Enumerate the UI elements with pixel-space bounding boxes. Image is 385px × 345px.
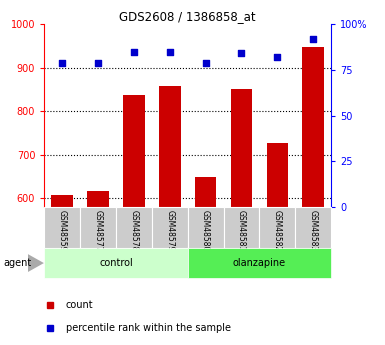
Bar xyxy=(159,86,181,207)
Bar xyxy=(224,207,259,248)
Text: GSM48581: GSM48581 xyxy=(237,210,246,251)
Text: count: count xyxy=(66,299,94,309)
Point xyxy=(167,49,173,54)
Bar xyxy=(231,89,252,207)
Point xyxy=(59,60,65,65)
Text: GSM48577: GSM48577 xyxy=(94,210,102,252)
Point xyxy=(203,60,209,65)
Text: GSM48559: GSM48559 xyxy=(58,210,67,252)
Text: GSM48578: GSM48578 xyxy=(129,210,139,251)
Point xyxy=(131,49,137,54)
Bar xyxy=(188,207,224,248)
Point xyxy=(95,60,101,65)
Bar xyxy=(44,207,80,248)
Bar xyxy=(259,207,295,248)
Bar xyxy=(188,248,331,278)
Point xyxy=(310,36,316,41)
Text: percentile rank within the sample: percentile rank within the sample xyxy=(66,323,231,333)
Point xyxy=(274,54,280,60)
Bar xyxy=(116,207,152,248)
Text: GSM48583: GSM48583 xyxy=(309,210,318,251)
Bar xyxy=(195,177,216,207)
Bar xyxy=(52,195,73,207)
Polygon shape xyxy=(28,254,44,272)
Point xyxy=(238,51,244,56)
Text: olanzapine: olanzapine xyxy=(233,258,286,268)
Bar xyxy=(266,143,288,207)
Bar xyxy=(123,95,145,207)
Text: GSM48579: GSM48579 xyxy=(165,210,174,252)
Bar xyxy=(80,207,116,248)
Text: agent: agent xyxy=(4,258,32,268)
Bar xyxy=(303,47,324,207)
Text: control: control xyxy=(99,258,133,268)
Bar xyxy=(152,207,188,248)
Text: GSM48580: GSM48580 xyxy=(201,210,210,251)
Text: GSM48582: GSM48582 xyxy=(273,210,282,251)
Bar xyxy=(295,207,331,248)
Bar xyxy=(87,191,109,207)
Title: GDS2608 / 1386858_at: GDS2608 / 1386858_at xyxy=(119,10,256,23)
Bar xyxy=(44,248,188,278)
